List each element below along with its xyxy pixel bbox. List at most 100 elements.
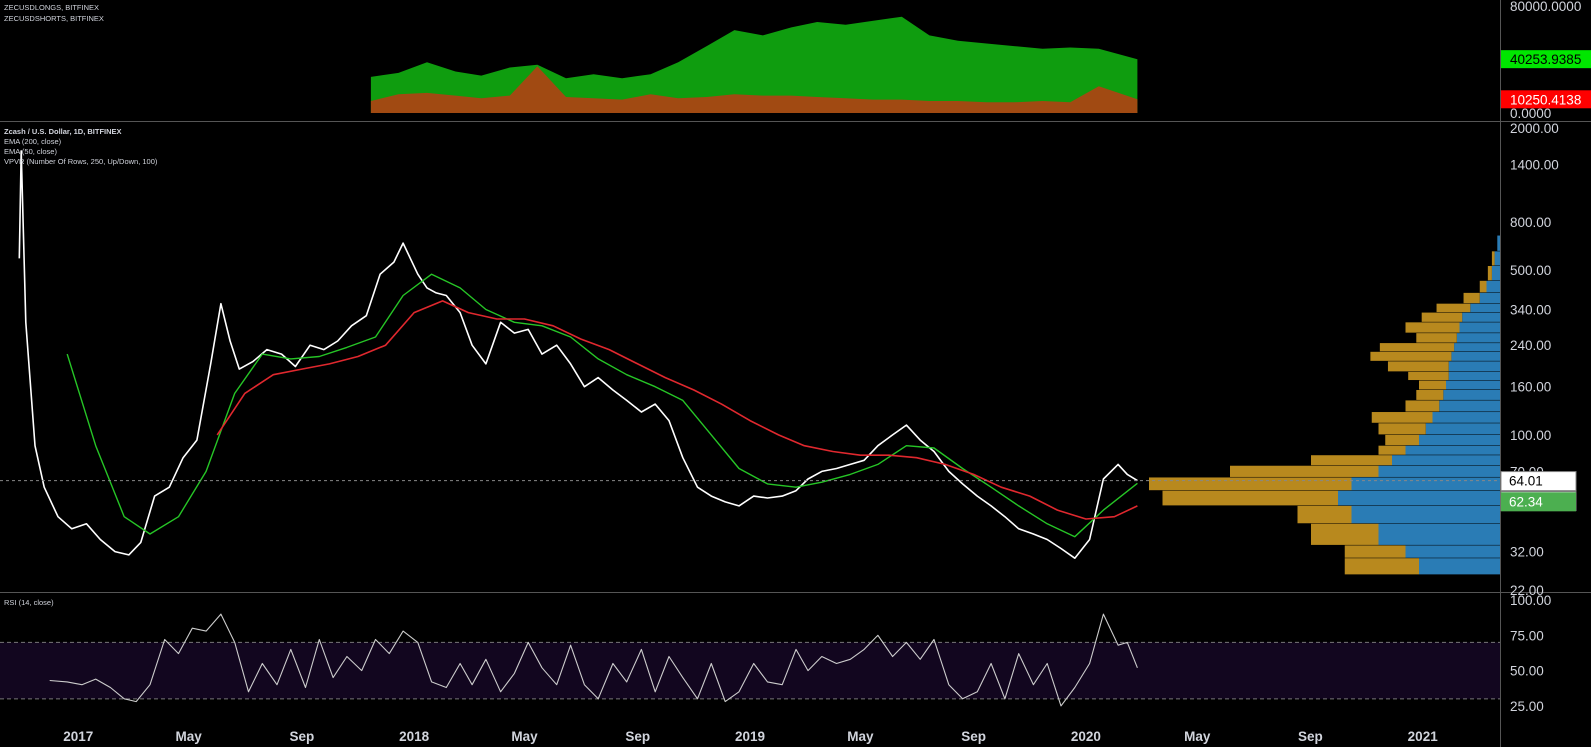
ema50-line <box>66 273 1138 538</box>
vpvr-down-bar <box>1378 423 1426 435</box>
vpvr-up-bar <box>1494 251 1500 266</box>
volume-profile <box>1149 235 1500 575</box>
vpvr-up-bar <box>1470 303 1500 313</box>
legend-symbol[interactable]: Zcash / U.S. Dollar, 1D, BITFINEX <box>4 127 122 136</box>
shorts-area <box>370 66 1138 113</box>
vpvr-down-bar <box>1405 322 1460 333</box>
top-value-badge-label: 10250.4138 <box>1510 92 1581 107</box>
time-axis-tick-label: May <box>176 729 203 744</box>
vpvr-up-bar <box>1459 322 1500 333</box>
vpvr-down-bar <box>1487 265 1492 281</box>
legend-ema200[interactable]: EMA (200, close) <box>4 137 62 146</box>
vpvr-down-bar <box>1379 343 1455 352</box>
vpvr-down-bar <box>1344 545 1406 558</box>
vpvr-up-bar <box>1448 361 1500 372</box>
vpvr-down-bar <box>1371 412 1433 423</box>
vpvr-down-bar <box>1463 292 1480 304</box>
rsi-plot <box>0 613 1500 707</box>
top-axis-tick-label: 80000.0000 <box>1510 0 1581 14</box>
vpvr-up-bar <box>1338 490 1500 506</box>
price-axis-tick-label: 100.00 <box>1510 428 1551 443</box>
price-badge <box>1501 492 1576 512</box>
vpvr-down-bar <box>1344 558 1419 575</box>
longs-area <box>370 16 1138 114</box>
time-axis-tick-label: 2017 <box>63 729 93 744</box>
price-axis-tick-label: 22.00 <box>1510 583 1544 598</box>
vpvr-up-bar <box>1439 400 1500 412</box>
vpvr-up-bar <box>1486 280 1500 293</box>
vpvr-up-bar <box>1462 312 1500 322</box>
vpvr-up-bar <box>1432 412 1500 423</box>
top-value-badge <box>1501 50 1591 69</box>
price-axis-tick-label: 500.00 <box>1510 263 1551 278</box>
vpvr-up-bar <box>1392 455 1500 466</box>
vpvr-down-bar <box>1491 251 1495 266</box>
price-axis-tick-label: 160.00 <box>1510 380 1551 395</box>
vpvr-up-bar <box>1425 423 1500 435</box>
vpvr-down-bar <box>1311 523 1379 545</box>
price-badge-label: 62.34 <box>1509 494 1543 509</box>
rsi-axis-tick-label: 50.00 <box>1510 664 1544 679</box>
vpvr-down-bar <box>1408 371 1449 381</box>
price-badge <box>1500 471 1577 492</box>
price-axis-tick-label: 800.00 <box>1510 215 1551 230</box>
legend-vpvr[interactable]: VPVR (Number Of Rows, 250, Up/Down, 100) <box>4 157 158 166</box>
price-axis-tick-label: 2000.00 <box>1510 121 1559 136</box>
time-axis-tick-label: Sep <box>289 729 314 744</box>
vpvr-down-bar <box>1416 389 1444 400</box>
top-value-badge <box>1501 90 1591 109</box>
rsi-line <box>49 613 1138 707</box>
legend-ema50[interactable]: EMA (50, close) <box>4 147 57 156</box>
vpvr-up-bar <box>1378 465 1500 477</box>
vpvr-up-bar <box>1448 371 1500 381</box>
vpvr-up-bar <box>1419 558 1500 575</box>
axes: 80000.0000 0.0000 40253.9385 10250.4138 2000… <box>63 0 1591 744</box>
vpvr-up-bar <box>1405 445 1500 455</box>
time-axis-tick-label: Sep <box>961 729 986 744</box>
price-axis-tick-label: 32.00 <box>1510 545 1544 560</box>
vpvr-up-bar <box>1443 389 1500 400</box>
time-axis-tick-label: May <box>1184 729 1211 744</box>
vpvr-down-bar <box>1385 434 1419 446</box>
vpvr-down-bar <box>1162 490 1338 506</box>
top-value-badge-label: 40253.9385 <box>1510 52 1581 67</box>
legend-rsi[interactable]: RSI (14, close) <box>4 598 54 607</box>
time-axis-tick-label: 2018 <box>399 729 430 744</box>
vpvr-down-bar <box>1387 361 1449 372</box>
vpvr-up-bar <box>1378 523 1500 545</box>
vpvr-down-bar <box>1370 351 1452 361</box>
price-line <box>18 150 1138 560</box>
ema200-line <box>216 300 1138 520</box>
rsi-axis-tick-label: 75.00 <box>1510 628 1544 643</box>
legend-longs: ZECUSDLONGS, BITFINEX <box>4 3 99 12</box>
price-axis-tick-label: 240.00 <box>1510 338 1551 353</box>
price-plot <box>0 150 1500 560</box>
vpvr-down-bar <box>1149 477 1352 491</box>
vpvr-down-bar <box>1436 303 1471 313</box>
vpvr-up-bar <box>1405 545 1500 558</box>
vpvr-down-bar <box>1378 445 1406 455</box>
top-axis-tick-label: 0.0000 <box>1510 106 1551 121</box>
vpvr-up-bar <box>1497 235 1500 251</box>
vpvr-up-bar <box>1479 292 1500 304</box>
vpvr-down-bar <box>1230 465 1379 477</box>
vpvr-up-bar <box>1456 333 1500 343</box>
rsi-axis-tick-label: 25.00 <box>1510 699 1544 714</box>
vpvr-down-bar <box>1419 380 1446 390</box>
vpvr-down-bar <box>1479 280 1487 293</box>
vpvr-down-bar <box>1405 400 1440 412</box>
vpvr-up-bar <box>1351 505 1500 524</box>
top-pane-legend: ZECUSDLONGS, BITFINEX ZECUSDSHORTS, BITF… <box>4 3 104 23</box>
vpvr-up-bar <box>1454 343 1500 352</box>
vpvr-up-bar <box>1351 477 1500 491</box>
vpvr-up-bar <box>1419 434 1500 446</box>
long-short-area-plot <box>370 16 1138 114</box>
vpvr-up-bar <box>1451 351 1500 361</box>
time-axis-tick-label: 2019 <box>735 729 765 744</box>
legend-shorts: ZECUSDSHORTS, BITFINEX <box>4 14 104 23</box>
vpvr-down-bar <box>1311 455 1392 466</box>
price-axis-tick-label: 340.00 <box>1510 303 1551 318</box>
time-axis-tick-label: May <box>847 729 874 744</box>
time-axis-tick-label: May <box>511 729 538 744</box>
